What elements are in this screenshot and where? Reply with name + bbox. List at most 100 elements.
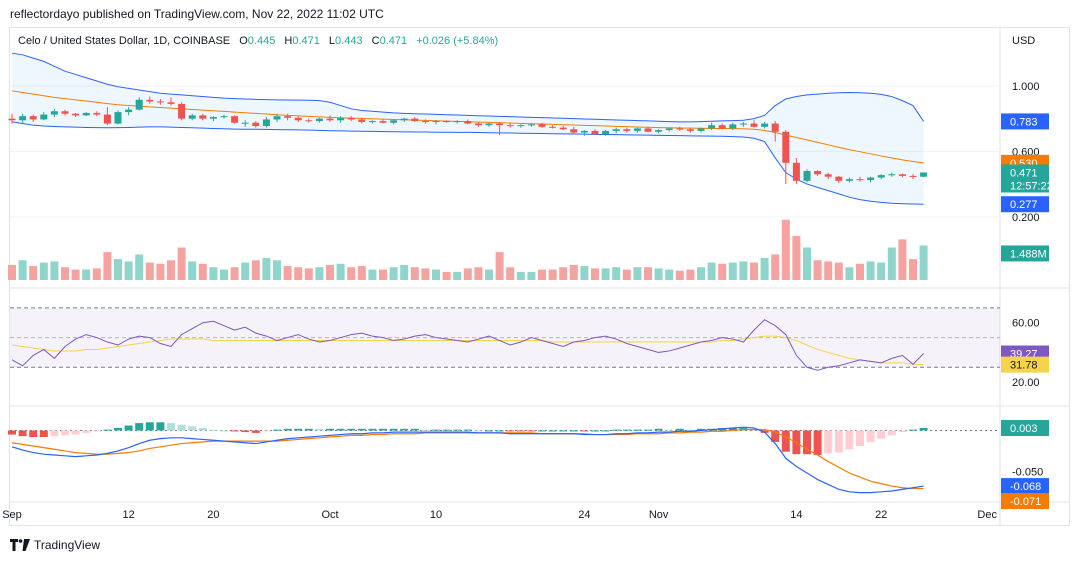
macd-histogram-bar	[167, 423, 175, 431]
macd-histogram-bar	[612, 429, 621, 431]
candle-body	[824, 174, 832, 177]
macd-histogram-bar	[527, 430, 536, 432]
x-tick-label: 10	[430, 509, 442, 521]
volume-bar	[591, 268, 599, 280]
macd-histogram-bar	[463, 429, 472, 431]
volume-bar	[432, 269, 440, 280]
volume-bar	[506, 267, 515, 280]
candle-body	[315, 118, 323, 122]
macd-histogram-bar	[209, 429, 218, 431]
candle-body	[40, 114, 48, 120]
volume-bar	[251, 260, 260, 280]
volume-bar	[474, 267, 483, 280]
candle-body	[61, 111, 69, 114]
symbol-legend: Celo / United States Dollar, 1D, COINBAS…	[18, 35, 498, 47]
candle-body	[93, 112, 101, 115]
macd-value-badge: -0.068	[1010, 481, 1041, 493]
candle-body	[379, 121, 387, 123]
macd-histogram-bar	[569, 430, 578, 432]
macd-histogram-bar	[326, 428, 334, 431]
volume-bar	[29, 266, 38, 280]
volume-bar	[644, 267, 652, 280]
volume-bar	[485, 269, 493, 280]
candle-body	[665, 128, 673, 131]
macd-histogram-bar	[421, 429, 430, 431]
volume-bar	[209, 267, 218, 280]
volume-bar	[262, 257, 271, 280]
candle-body	[485, 123, 493, 126]
macd-histogram-bar	[474, 430, 483, 432]
macd-line	[11, 426, 924, 494]
macd-hist-badge-bg	[1001, 420, 1049, 436]
macd-histogram-bar	[516, 430, 525, 432]
macd-histogram-bar	[866, 430, 875, 442]
candle-body	[199, 115, 207, 119]
volume-bar	[283, 266, 292, 280]
rsi-ma-badge: 31.78	[1010, 360, 1038, 372]
candle-body	[623, 129, 631, 131]
low-label: L	[328, 35, 336, 47]
volume-bar	[357, 266, 366, 280]
candle-body	[294, 117, 302, 121]
candle-body	[347, 117, 355, 120]
symbol-title: Celo / United States Dollar, 1D, COINBAS…	[18, 35, 231, 47]
candle-body	[782, 131, 790, 163]
macd-histogram-bar	[145, 422, 154, 431]
macd-histogram-bar	[633, 429, 642, 431]
candle-body	[856, 179, 864, 181]
open-label: O	[239, 35, 248, 47]
volume-bar	[368, 269, 377, 280]
volume-bar	[559, 267, 568, 280]
candle-body	[19, 116, 27, 121]
macd-value-badge-bg	[1001, 478, 1049, 495]
volume-bar	[421, 268, 430, 280]
x-tick-label: Dec	[977, 509, 997, 521]
candle-body	[188, 115, 196, 119]
bb-upper-badge-bg	[1001, 113, 1049, 130]
candle-body	[156, 101, 164, 103]
macd-histogram-bar	[357, 428, 366, 431]
macd-histogram-bar	[262, 430, 271, 432]
macd-histogram-bar	[92, 430, 101, 432]
macd-histogram-bar	[834, 430, 843, 453]
candle-body	[432, 121, 440, 123]
macd-histogram-bar	[877, 430, 886, 439]
macd-histogram-bar	[389, 428, 398, 431]
macd-histogram-bar	[273, 429, 281, 431]
volume-bar	[718, 263, 727, 280]
macd-histogram-bar	[39, 430, 48, 437]
change-value: +0.026 (+5.84%)	[416, 35, 499, 47]
macd-histogram-bar	[781, 430, 790, 452]
macd-histogram-bar	[453, 429, 462, 431]
candle-body	[72, 113, 80, 116]
price-tick-label: 0.200	[1012, 212, 1040, 224]
volume-badge-bg	[1001, 245, 1049, 262]
volume-bar	[39, 262, 48, 280]
close-value: 0.471	[379, 35, 408, 47]
candle-body	[390, 120, 398, 123]
candle-body	[697, 128, 705, 131]
tradingview-logo-icon	[10, 539, 30, 551]
macd-histogram-bar	[8, 430, 16, 435]
volume-bar	[665, 269, 674, 280]
candle-body	[612, 129, 620, 131]
tradingview-brand: TradingView	[34, 538, 101, 552]
macd-histogram-bar	[198, 428, 207, 431]
last-price-badge: 12:57:22	[1010, 180, 1053, 192]
macd-histogram-bar	[114, 428, 122, 431]
candle-body	[135, 99, 143, 110]
volume-bar	[442, 271, 451, 280]
candle-body	[920, 172, 928, 177]
macd-histogram-bar	[442, 429, 451, 431]
candle-body	[549, 126, 557, 128]
tradingview-logo[interactable]: TradingView	[10, 538, 100, 552]
macd-histogram-bar	[644, 429, 652, 431]
macd-histogram-bar	[485, 430, 493, 432]
candle-body	[750, 123, 758, 127]
volume-bar	[697, 267, 705, 280]
volume-bar	[273, 260, 281, 280]
volume-bar	[167, 260, 175, 280]
high-value: 0.471	[292, 35, 320, 47]
volume-bar	[866, 261, 875, 280]
